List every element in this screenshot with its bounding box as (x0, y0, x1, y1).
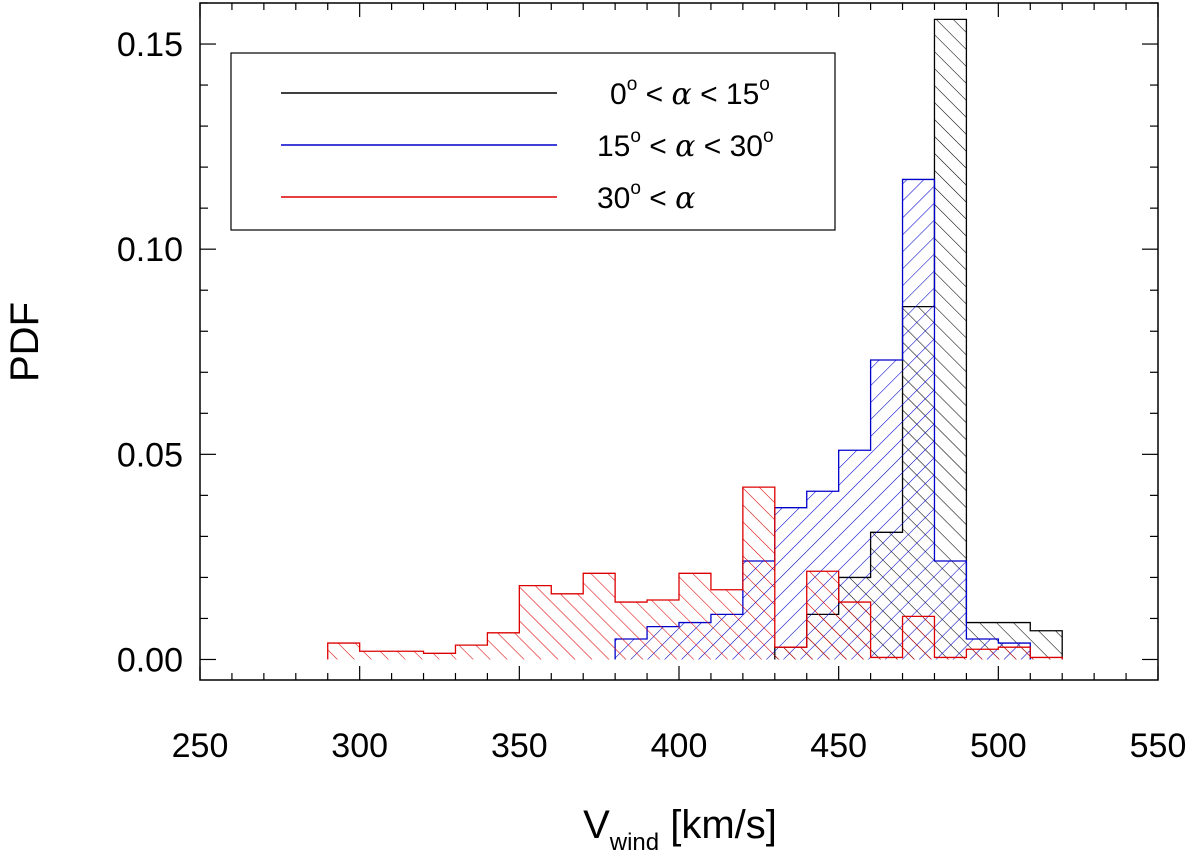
bar-fill-s2-b10 (647, 599, 679, 660)
bar-fill-s0-b8 (1030, 630, 1063, 660)
y-axis-title: PDF (3, 302, 47, 382)
bar-fill-s2-b8 (583, 573, 616, 660)
bar-fill-s2-b1 (359, 651, 392, 660)
bar-fill-s2-b2 (391, 651, 424, 660)
x-tick-label: 350 (491, 727, 548, 765)
y-tick-label: 0.00 (117, 641, 183, 679)
axis-labels: 250 300 350 400 450 500 550 0.00 0.05 0.10 0.15 Vwi… (3, 26, 1186, 854)
x-tick-label: 300 (331, 727, 388, 765)
bar-fill-s2-b13 (742, 487, 775, 660)
x-tick-label: 450 (810, 727, 867, 765)
y-tick-label: 0.15 (117, 26, 183, 64)
bar-fill-s2-b18 (902, 616, 935, 660)
y-tick-label: 0.05 (117, 436, 183, 474)
bar-fill-s2-b20 (966, 649, 999, 660)
bar-fill-s2-b0 (327, 643, 360, 660)
legend-label-0: 0o < α < 15o (610, 74, 770, 112)
bar-fill-s2-b16 (838, 602, 871, 660)
histogram-bars (327, 18, 1063, 660)
series-outline-2 (327, 486, 1063, 660)
legend-label-1: 15o < α < 30o (597, 126, 774, 164)
bar-fill-s2-b11 (679, 573, 711, 660)
bar-fill-s1-b5 (774, 507, 807, 660)
bar-fill-s0-b5 (934, 19, 967, 660)
bar-fill-s2-b19 (934, 657, 967, 660)
bar-fill-s1-b9 (902, 179, 935, 660)
bar-fill-s2-b3 (423, 653, 456, 660)
bar-fill-s1-b10 (934, 561, 967, 660)
legend-box (230, 52, 836, 231)
bar-fill-s2-b5 (487, 632, 520, 660)
bar-fill-s2-b15 (806, 571, 839, 660)
bar-fill-s2-b21 (998, 647, 1031, 660)
y-tick-label: 0.10 (117, 231, 183, 269)
legend: 0o < α < 15o 15o < α < 30o 30o < α (230, 52, 836, 231)
bar-fill-s2-b17 (870, 657, 903, 660)
bar-fill-s2-b7 (551, 593, 584, 660)
bar-fill-s2-b9 (615, 602, 648, 660)
x-tick-label: 550 (1130, 727, 1187, 765)
bar-fill-s2-b6 (519, 585, 552, 660)
axes (199, 2, 1159, 681)
bar-fill-s2-b4 (455, 645, 488, 660)
x-tick-label: 250 (172, 727, 229, 765)
x-tick-label: 400 (651, 727, 708, 765)
x-tick-label: 500 (970, 727, 1027, 765)
bar-fill-s2-b12 (710, 589, 743, 660)
legend-label-2: 30o < α (597, 178, 695, 216)
series-2 (327, 486, 1063, 660)
x-axis-title: Vwind [km/s] (583, 803, 777, 854)
bar-fill-s1-b8 (870, 359, 903, 660)
bar-fill-s2-b14 (774, 647, 807, 660)
bar-fill-s2-b22 (1030, 657, 1063, 660)
